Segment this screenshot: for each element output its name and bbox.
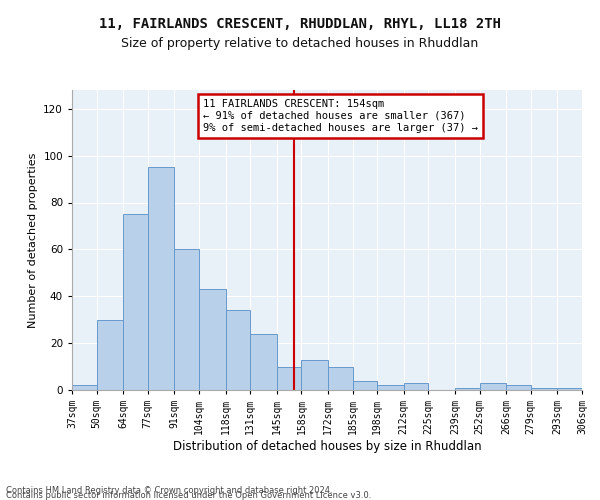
Bar: [277, 366, 301, 390]
Bar: [199, 289, 226, 390]
Bar: [250, 334, 277, 390]
X-axis label: Distribution of detached houses by size in Rhuddlan: Distribution of detached houses by size …: [173, 440, 481, 453]
Bar: [72, 386, 97, 390]
Bar: [97, 320, 123, 390]
Text: Contains public sector information licensed under the Open Government Licence v3: Contains public sector information licen…: [6, 491, 371, 500]
Bar: [148, 168, 175, 390]
Bar: [479, 383, 506, 390]
Text: Contains HM Land Registry data © Crown copyright and database right 2024.: Contains HM Land Registry data © Crown c…: [6, 486, 332, 495]
Bar: [557, 388, 582, 390]
Bar: [301, 360, 328, 390]
Bar: [455, 388, 479, 390]
Bar: [531, 388, 557, 390]
Text: 11 FAIRLANDS CRESCENT: 154sqm
← 91% of detached houses are smaller (367)
9% of s: 11 FAIRLANDS CRESCENT: 154sqm ← 91% of d…: [203, 100, 478, 132]
Bar: [377, 386, 404, 390]
Y-axis label: Number of detached properties: Number of detached properties: [28, 152, 38, 328]
Text: Size of property relative to detached houses in Rhuddlan: Size of property relative to detached ho…: [121, 38, 479, 51]
Bar: [328, 366, 353, 390]
Text: 11, FAIRLANDS CRESCENT, RHUDDLAN, RHYL, LL18 2TH: 11, FAIRLANDS CRESCENT, RHUDDLAN, RHYL, …: [99, 18, 501, 32]
Bar: [175, 250, 199, 390]
Bar: [506, 386, 531, 390]
Bar: [353, 380, 377, 390]
Bar: [226, 310, 250, 390]
Bar: [404, 383, 428, 390]
Bar: [123, 214, 148, 390]
